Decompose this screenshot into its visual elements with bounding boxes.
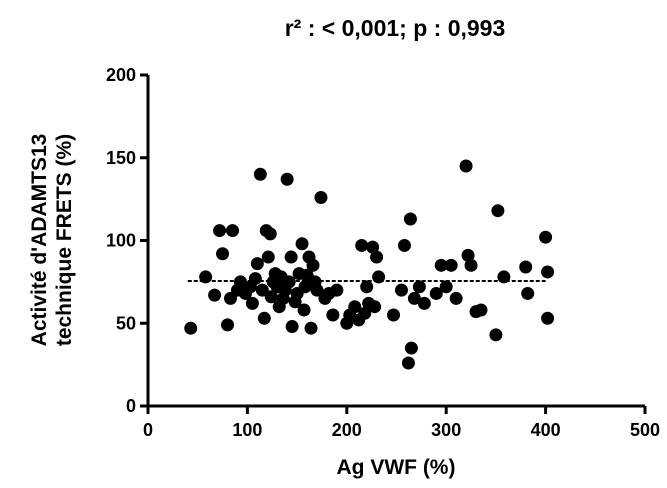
data-point [298,280,312,294]
data-point [348,300,362,314]
chart-title: r² : < 0,001; p : 0,993 [285,15,506,41]
y-tick-label: 200 [106,65,136,85]
data-point [519,260,533,274]
data-point [248,272,262,286]
data-point [225,224,239,238]
data-point [310,283,324,297]
data-point [306,258,320,272]
y-axis-label: Activité d'ADAMTS13 technique FRETS (%) [28,134,76,347]
data-point [464,258,478,272]
data-point [213,224,227,238]
y-tick-label: 0 [126,396,136,416]
x-axis-label: Ag VWF (%) [337,456,456,479]
data-point [358,306,372,320]
data-point [304,321,318,335]
data-point [208,288,222,302]
data-point [444,258,458,272]
data-point [282,275,296,289]
data-point [184,321,198,335]
x-tick-label: 400 [531,420,561,440]
data-point [330,283,344,297]
data-point [434,258,448,272]
data-point [521,286,535,300]
data-point [404,341,418,355]
data-point [253,167,267,181]
x-tick-label: 500 [630,420,660,440]
data-point [326,308,340,322]
y-axis-label-line-2: technique FRETS (%) [53,134,76,346]
data-point [491,204,505,218]
data-point [263,227,277,241]
data-point [360,280,374,294]
data-point [245,296,259,310]
data-point [449,291,463,305]
data-point [297,303,311,317]
data-point [250,257,264,271]
data-point [539,230,553,244]
data-point [417,296,431,310]
data-point [497,270,511,284]
data-point [233,275,247,289]
x-tick-label: 300 [431,420,461,440]
data-point [474,303,488,317]
x-tick-label: 100 [232,420,262,440]
data-point [257,311,271,325]
data-point [372,270,386,284]
y-tick-label: 100 [106,231,136,251]
data-point [461,248,475,262]
data-point [397,238,411,252]
y-tick-label: 50 [116,313,136,333]
x-tick-label: 0 [143,420,153,440]
data-point [429,286,443,300]
data-point [541,265,555,279]
data-point [295,237,309,251]
data-point [412,280,426,294]
data-point [261,250,275,264]
data-point [370,250,384,264]
data-point [541,311,555,325]
x-tick-label: 200 [332,420,362,440]
y-axis-label-line-1: Activité d'ADAMTS13 [28,134,51,347]
data-point [280,172,294,186]
data-point [264,290,278,304]
data-point [366,240,380,254]
y-tick-label: 150 [106,148,136,168]
data-point [387,308,401,322]
data-point [255,283,269,297]
data-point [314,190,328,204]
data-points [184,159,555,370]
data-point [489,328,503,342]
data-point [439,280,453,294]
data-point [284,250,298,264]
data-point [459,159,473,173]
data-point [407,291,421,305]
data-point [221,318,235,332]
data-point [216,247,230,261]
data-point [401,356,415,370]
axes: 0 100 200 300 400 500 0 50 100 150 200 [106,65,660,440]
data-point [355,238,369,252]
data-point [368,300,382,314]
data-point [403,212,417,226]
data-point [394,283,408,297]
data-point [285,320,299,334]
data-point [199,270,213,284]
